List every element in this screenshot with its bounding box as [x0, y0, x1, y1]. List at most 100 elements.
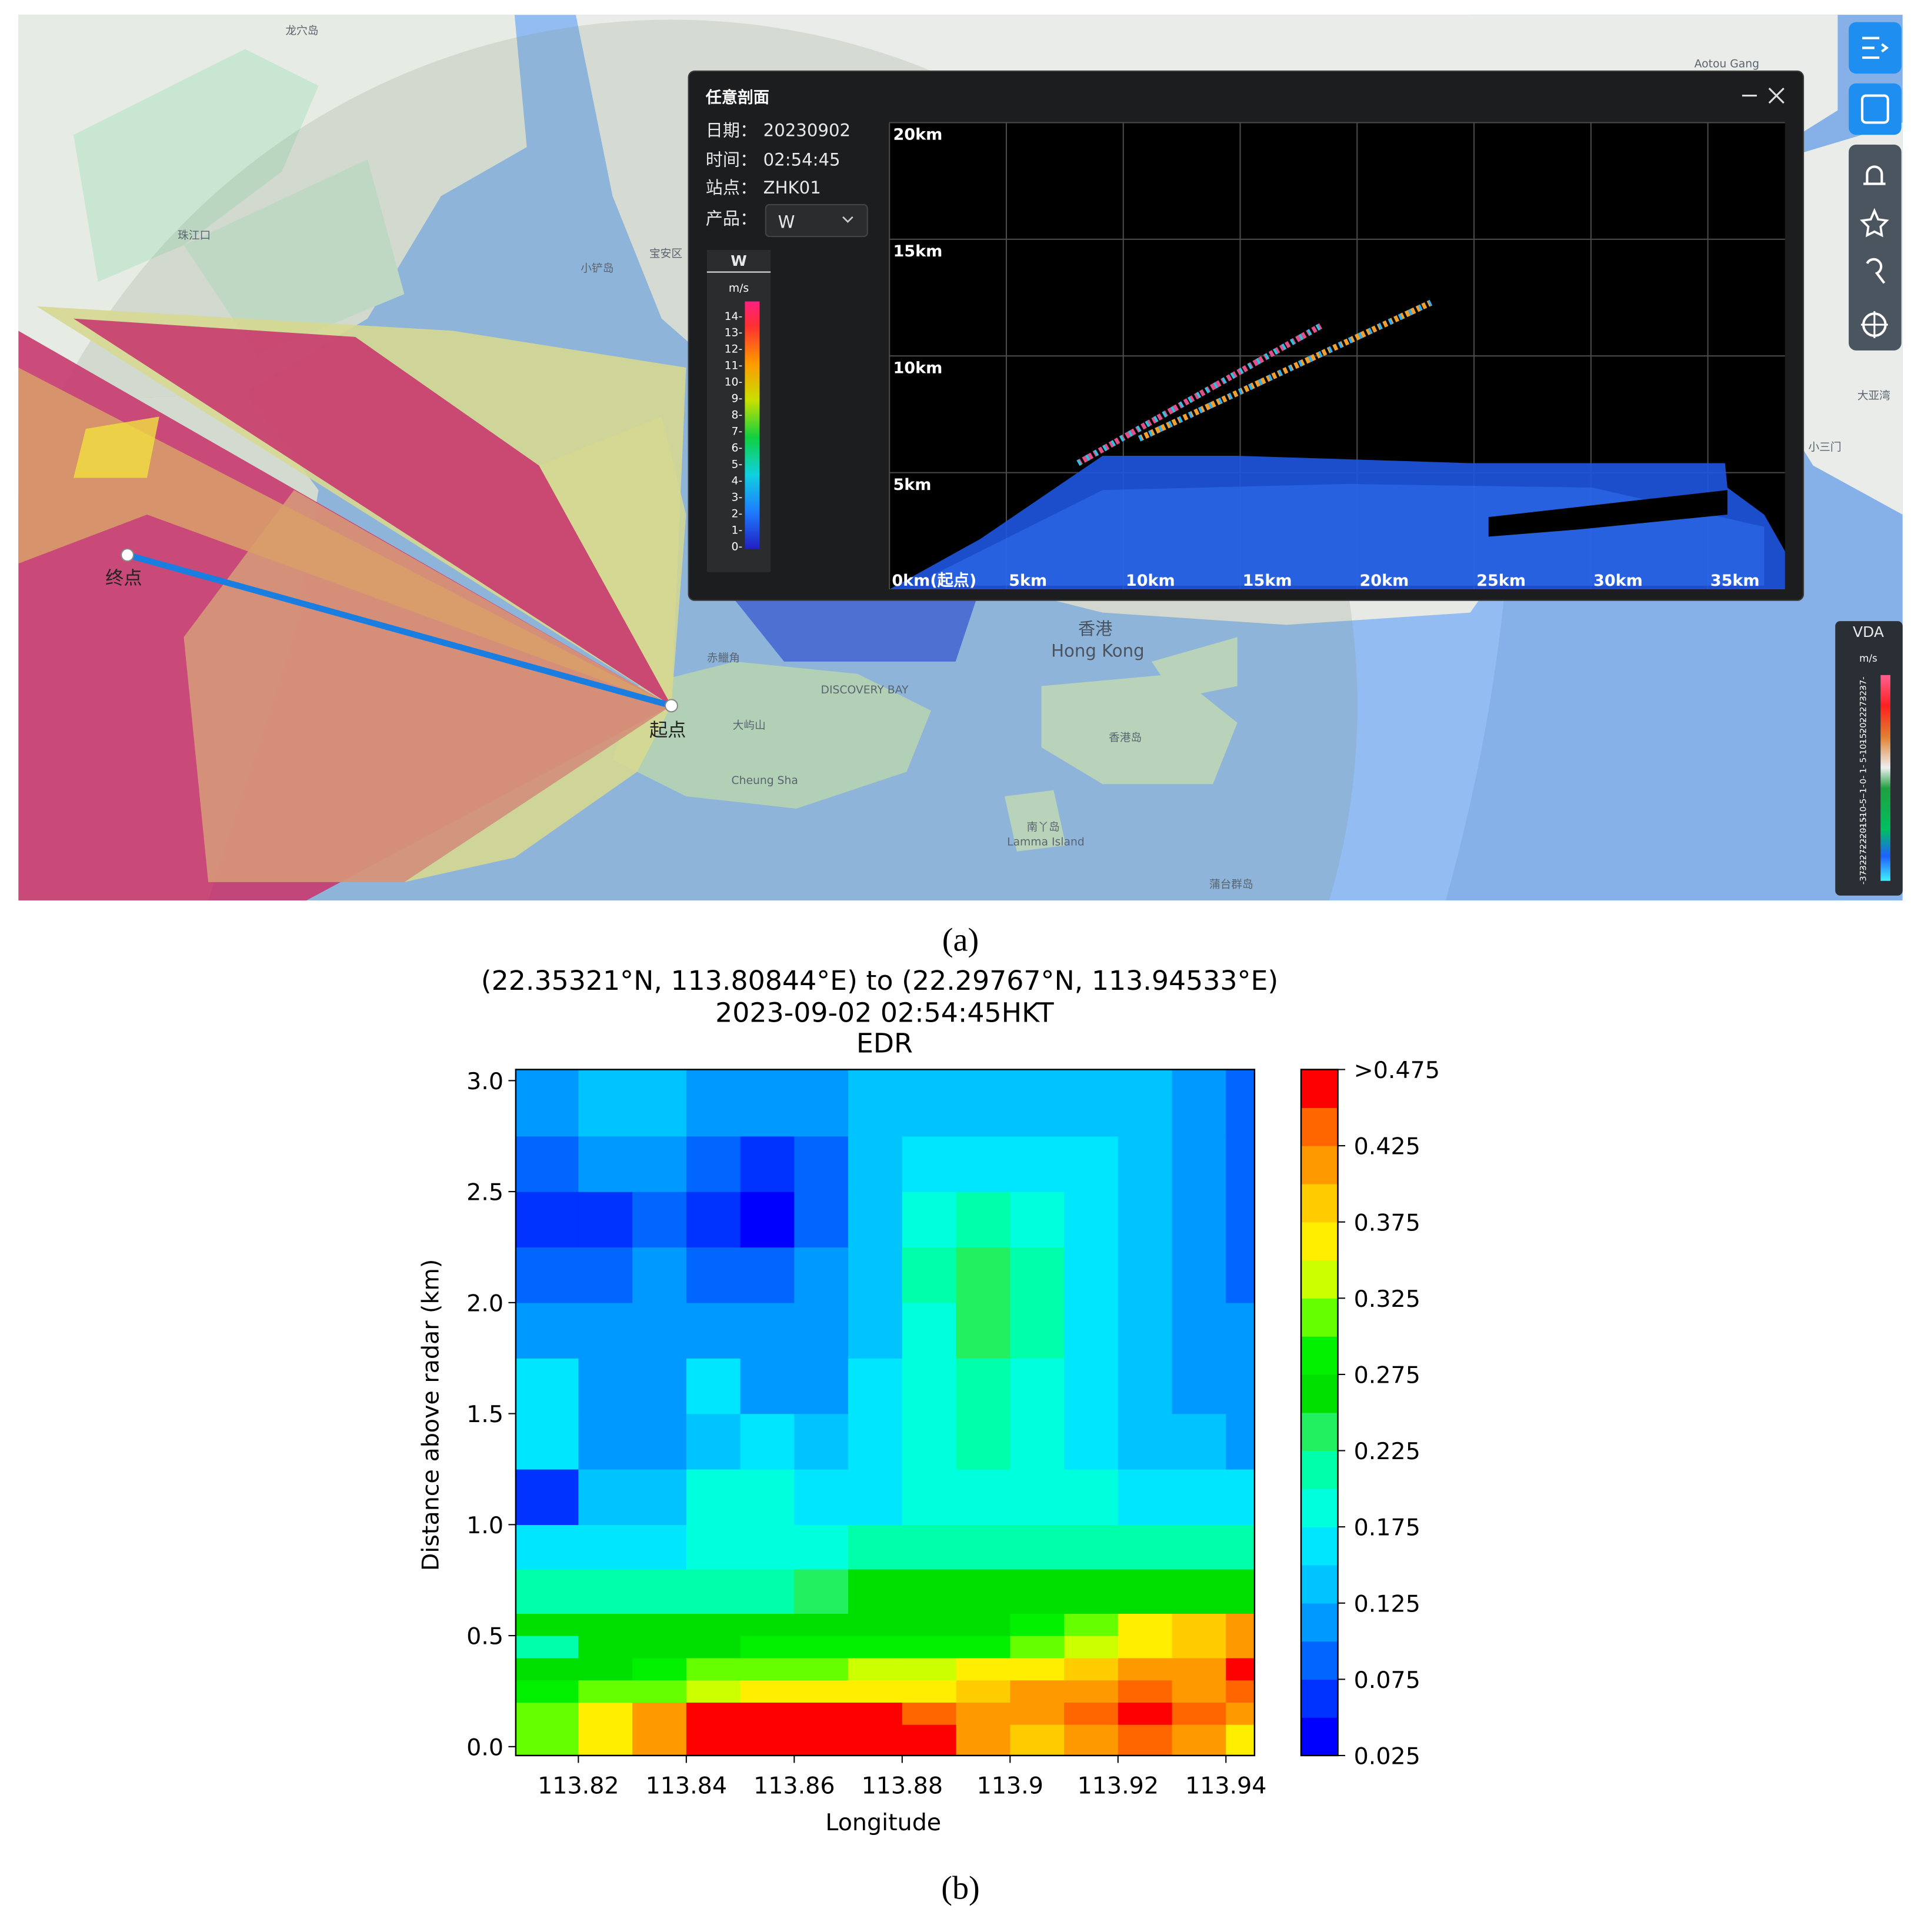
legend-label: -5-	[1858, 795, 1868, 807]
heatmap-cell	[902, 1680, 957, 1703]
map-label: Aotou Gang	[1695, 58, 1759, 71]
heatmap-cell	[794, 1724, 849, 1756]
legend-label: 27-	[1858, 698, 1868, 712]
chart-title: (22.35321°N, 113.80844°E) to (22.29767°N…	[481, 965, 1279, 996]
section-window: 任意剖面 日期： 20230902 时间： 02:54:45 站点： ZHK01…	[688, 70, 1805, 601]
colorbar-band	[1301, 1260, 1338, 1299]
heatmap-cell	[848, 1657, 903, 1681]
heatmap-cell	[1118, 1358, 1173, 1414]
heatmap-cell	[740, 1636, 795, 1659]
field-label: 产品：	[706, 208, 757, 228]
wetland	[73, 49, 319, 282]
legend-labels: 14- 13- 12- 11- 10- 9- 8- 7- 6- 5- 4- 3- 2- 1- 0-	[725, 311, 743, 553]
heatmap-cell	[848, 1680, 903, 1703]
heatmap-cell	[515, 1413, 579, 1470]
y-tick-label: 1.5	[466, 1401, 503, 1428]
legend-unit: m/s	[1859, 653, 1877, 664]
heatmap-cell	[632, 1657, 687, 1681]
section-button[interactable]	[1849, 83, 1902, 135]
favorite-button[interactable]	[1860, 208, 1889, 238]
colorbar: 0.025 0.075 0.125 0.175 0.225 0.275 0.325 0.375…	[1301, 1057, 1440, 1770]
heatmap-cell	[902, 1569, 957, 1614]
x-tick-label: 0km(起点)	[892, 572, 976, 590]
heatmap-cell	[956, 1413, 1010, 1470]
heatmap-cell	[1226, 1524, 1255, 1570]
heatmap-cell	[956, 1613, 1010, 1636]
x-tick-label: 113.92	[1078, 1773, 1159, 1800]
heatmap-cell	[632, 1358, 687, 1414]
heatmap-cell	[515, 1524, 579, 1570]
heatmap-cell	[794, 1524, 849, 1570]
heatmap-cell	[794, 1636, 849, 1659]
heatmap-cell	[740, 1136, 795, 1192]
heatmap-cell	[515, 1636, 579, 1659]
heatmap-cell	[794, 1613, 849, 1636]
heatmap-cell	[686, 1702, 741, 1725]
heatmap-cell	[1226, 1302, 1255, 1359]
colorbar-band	[1301, 1146, 1338, 1184]
heatmap-cell	[956, 1358, 1010, 1414]
heatmap-cell	[578, 1524, 633, 1570]
heatmap-cell	[848, 1569, 903, 1614]
heatmap-cell	[794, 1413, 849, 1470]
heatmap-cell	[1064, 1724, 1119, 1756]
heatmap-cell	[578, 1358, 633, 1414]
heatmap-cell	[515, 1569, 579, 1614]
heatmap-cell	[578, 1680, 633, 1703]
legend-label: -22-	[1858, 835, 1868, 852]
heatmap-cell	[794, 1247, 849, 1303]
heatmap-cell	[578, 1636, 633, 1659]
legend-label: 32-	[1858, 688, 1868, 702]
map-label: DISCOVERY BAY	[821, 684, 909, 696]
colorbar-label: 0.225	[1354, 1438, 1420, 1465]
heatmap-cell	[686, 1680, 741, 1703]
heatmap-cell	[740, 1569, 795, 1614]
heatmap-cell	[1172, 1724, 1226, 1756]
y-tick-label: 3.0	[466, 1068, 503, 1095]
legend-label: -1-	[1858, 785, 1868, 796]
product-select[interactable]	[765, 203, 868, 238]
legend-label: 15-	[1858, 730, 1868, 744]
heatmap-cell	[794, 1680, 849, 1703]
heatmap-cell	[578, 1247, 633, 1303]
start-point[interactable]	[664, 699, 678, 713]
heatmap-cell	[1172, 1069, 1226, 1137]
axes: 113.82 113.84 113.86 113.88 113.9 113.92 113.9…	[466, 1068, 1266, 1800]
heatmap-cell	[794, 1069, 849, 1137]
heatmap-cell	[1172, 1247, 1226, 1303]
colorbar-band	[1301, 1298, 1338, 1337]
heatmap-cell	[1118, 1636, 1173, 1659]
select-value: W	[778, 212, 795, 232]
map-label: Hong Kong	[1051, 641, 1145, 661]
heatmap-cell	[956, 1569, 1010, 1614]
colorbar-band	[1301, 1527, 1338, 1566]
alarm-button[interactable]	[1863, 165, 1886, 185]
heatmap-cell	[848, 1069, 903, 1137]
colorbar-band	[1301, 1412, 1338, 1451]
legend-label: 0-	[732, 540, 743, 553]
heatmap-cell	[1226, 1724, 1255, 1756]
end-point[interactable]	[121, 548, 135, 562]
locate-button[interactable]	[1866, 258, 1886, 284]
heatmap-cell	[578, 1413, 633, 1470]
x-tick-label: 113.82	[538, 1773, 619, 1800]
heatmap-cell	[1010, 1302, 1065, 1359]
x-axis-label: Longitude	[825, 1809, 941, 1836]
icon	[1860, 94, 1889, 124]
heatmap-cell	[1064, 1136, 1119, 1192]
close-button[interactable]	[1768, 87, 1785, 104]
heatmap-cell	[686, 1657, 741, 1681]
heatmap-cell	[1226, 1069, 1255, 1137]
heatmap-cell	[686, 1413, 741, 1470]
colorbar-frame	[1300, 1069, 1339, 1757]
x-tick-label: 113.86	[753, 1773, 835, 1800]
colorbar-band	[1301, 1374, 1338, 1413]
heatmap-cell	[1226, 1192, 1255, 1248]
x-tick-label: 113.9	[977, 1773, 1043, 1800]
colorbar-label: >0.475	[1354, 1057, 1440, 1084]
menu-button[interactable]	[1849, 22, 1902, 74]
heatmap-cell	[902, 1636, 957, 1659]
heatmap-cell	[1064, 1302, 1119, 1359]
